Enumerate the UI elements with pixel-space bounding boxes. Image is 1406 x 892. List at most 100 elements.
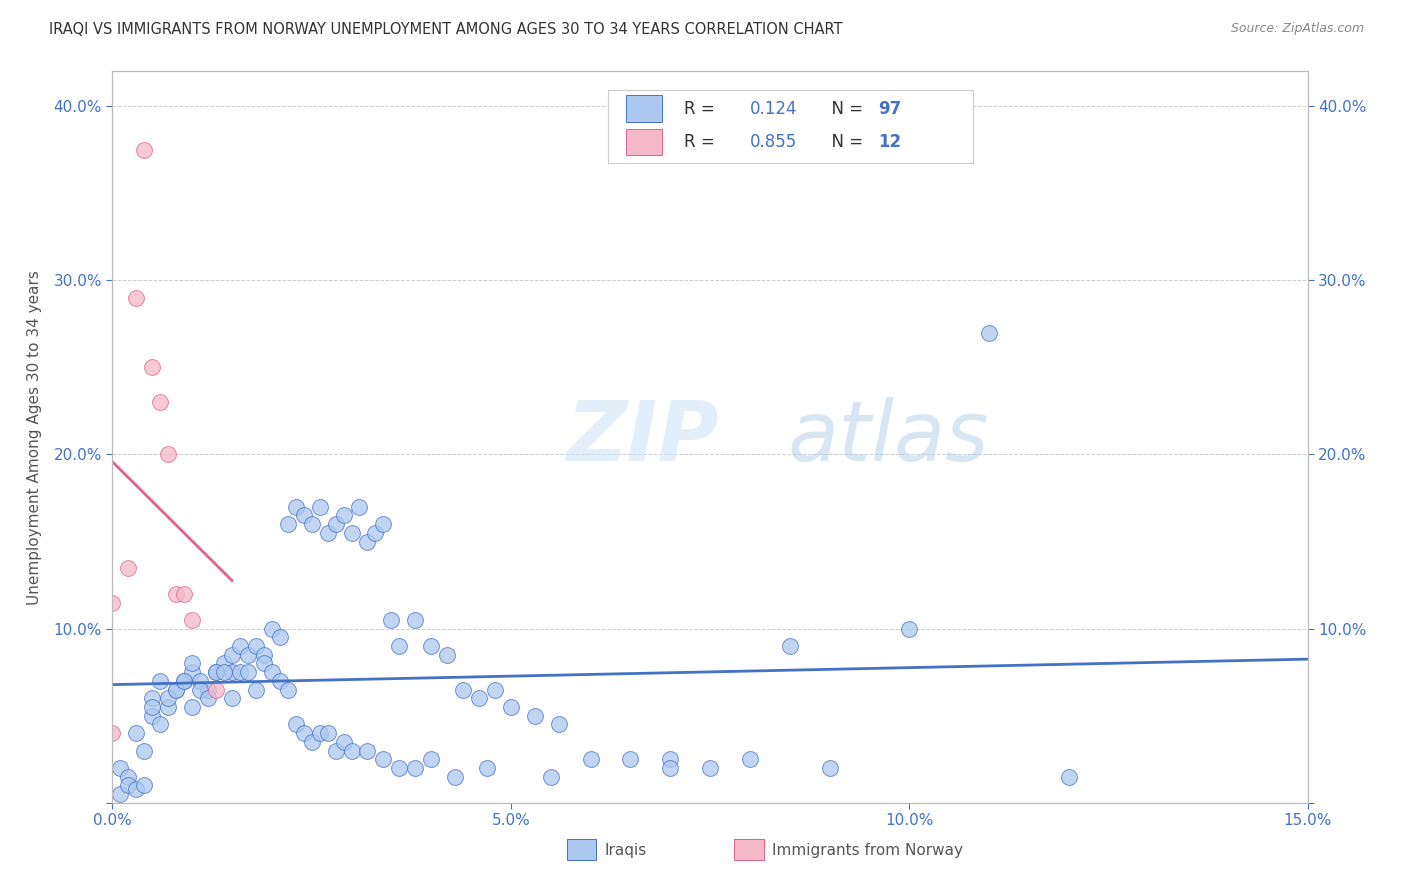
Point <box>141 360 163 375</box>
Point <box>181 665 204 680</box>
Point <box>141 708 163 723</box>
Point <box>229 639 252 653</box>
Point <box>188 673 211 688</box>
Point <box>977 326 1000 340</box>
Point <box>388 761 411 775</box>
Text: Iraqis: Iraqis <box>605 843 647 858</box>
Point <box>245 639 267 653</box>
Point <box>1057 770 1080 784</box>
Point <box>205 682 228 697</box>
Point <box>188 682 211 697</box>
Point <box>141 700 163 714</box>
Point <box>221 665 243 680</box>
Point <box>308 726 330 740</box>
Point <box>540 770 562 784</box>
Point <box>117 770 139 784</box>
Point <box>301 735 323 749</box>
Point <box>547 717 569 731</box>
Point <box>165 682 187 697</box>
Point <box>157 691 180 706</box>
Point <box>173 673 195 688</box>
Point <box>110 787 132 801</box>
Text: R =: R = <box>683 133 720 152</box>
Point <box>125 291 148 305</box>
Point <box>149 395 172 409</box>
Text: ZIP: ZIP <box>567 397 720 477</box>
Point <box>499 700 522 714</box>
Point <box>380 613 402 627</box>
Point <box>475 761 498 775</box>
Point <box>173 673 195 688</box>
Text: N =: N = <box>821 133 869 152</box>
Text: IRAQI VS IMMIGRANTS FROM NORWAY UNEMPLOYMENT AMONG AGES 30 TO 34 YEARS CORRELATI: IRAQI VS IMMIGRANTS FROM NORWAY UNEMPLOY… <box>49 22 842 37</box>
FancyBboxPatch shape <box>734 839 763 860</box>
Text: 97: 97 <box>879 100 901 118</box>
Point <box>165 587 187 601</box>
Point <box>356 743 378 757</box>
Point <box>236 648 259 662</box>
Point <box>523 708 546 723</box>
Point <box>205 665 228 680</box>
Point <box>332 508 354 523</box>
Point <box>205 665 228 680</box>
Point <box>212 665 235 680</box>
Point <box>468 691 491 706</box>
Point <box>436 648 458 662</box>
Point <box>125 781 148 796</box>
Point <box>269 673 291 688</box>
Point <box>212 657 235 671</box>
Point <box>404 613 426 627</box>
Point <box>117 778 139 792</box>
Point <box>308 500 330 514</box>
Point <box>325 743 347 757</box>
Point <box>260 665 283 680</box>
Point <box>197 691 219 706</box>
Point <box>181 657 204 671</box>
Point <box>277 517 299 532</box>
Point <box>253 657 276 671</box>
Point <box>110 761 132 775</box>
Point <box>659 752 682 766</box>
Point <box>659 761 682 775</box>
Point <box>579 752 602 766</box>
Point <box>245 682 267 697</box>
Point <box>277 682 299 697</box>
FancyBboxPatch shape <box>567 839 596 860</box>
Point <box>444 770 467 784</box>
Point <box>181 613 204 627</box>
FancyBboxPatch shape <box>627 95 662 122</box>
Point <box>388 639 411 653</box>
Point <box>125 726 148 740</box>
Point <box>181 700 204 714</box>
Point <box>134 143 156 157</box>
Point <box>229 665 252 680</box>
Point <box>699 761 721 775</box>
Text: Source: ZipAtlas.com: Source: ZipAtlas.com <box>1230 22 1364 36</box>
Text: atlas: atlas <box>787 397 990 477</box>
Point <box>356 534 378 549</box>
Point <box>349 500 371 514</box>
Point <box>149 673 172 688</box>
Point <box>236 665 259 680</box>
Point <box>260 622 283 636</box>
Point <box>373 517 395 532</box>
Point <box>141 691 163 706</box>
Point <box>157 700 180 714</box>
Point <box>101 595 124 609</box>
FancyBboxPatch shape <box>609 90 973 163</box>
Point <box>404 761 426 775</box>
Point <box>818 761 841 775</box>
Text: Immigrants from Norway: Immigrants from Norway <box>772 843 963 858</box>
Point <box>332 735 354 749</box>
Point <box>117 560 139 574</box>
Point <box>364 525 387 540</box>
Point <box>134 743 156 757</box>
Point <box>619 752 641 766</box>
Point <box>738 752 761 766</box>
Point <box>340 525 363 540</box>
Point <box>134 778 156 792</box>
Point <box>420 752 443 766</box>
Point <box>197 682 219 697</box>
Point <box>253 648 276 662</box>
Point <box>779 639 801 653</box>
